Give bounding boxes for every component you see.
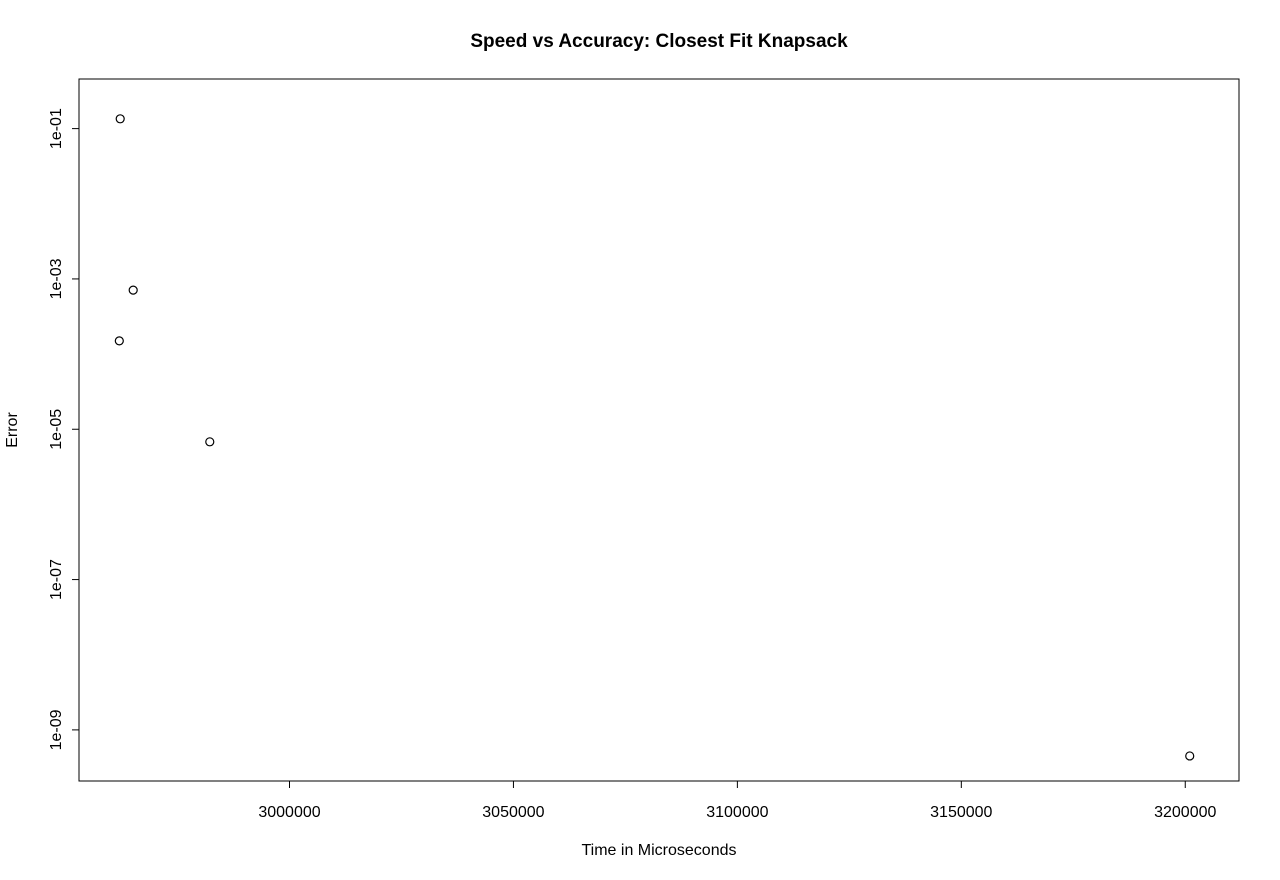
x-tick-label: 3200000: [1154, 804, 1216, 821]
x-tick-label: 3100000: [706, 804, 768, 821]
plot-frame: [78, 78, 1240, 782]
data-point: [128, 285, 138, 295]
x-tick-label: 3050000: [482, 804, 544, 821]
x-axis-label: Time in Microseconds: [581, 842, 736, 859]
y-axis-label: Error: [4, 412, 21, 448]
y-tick-label: 1e-01: [48, 108, 65, 149]
y-tick-label: 1e-05: [48, 409, 65, 450]
y-tick-label: 1e-09: [48, 709, 65, 750]
data-point: [1185, 751, 1195, 761]
chart-title: Speed vs Accuracy: Closest Fit Knapsack: [470, 31, 848, 52]
data-points: [114, 114, 1195, 761]
data-point: [205, 437, 215, 447]
data-point: [115, 114, 125, 124]
x-tick-label: 3150000: [930, 804, 992, 821]
y-tick-label: 1e-03: [48, 258, 65, 299]
y-tick-label: 1e-07: [48, 559, 65, 600]
x-axis: 3000000 3050000 3100000 3150000 3200000: [258, 780, 1216, 821]
y-axis: 1e-09 1e-07 1e-05 1e-03 1e-01: [48, 108, 80, 750]
x-tick-label: 3000000: [258, 804, 320, 821]
data-point: [114, 336, 124, 346]
